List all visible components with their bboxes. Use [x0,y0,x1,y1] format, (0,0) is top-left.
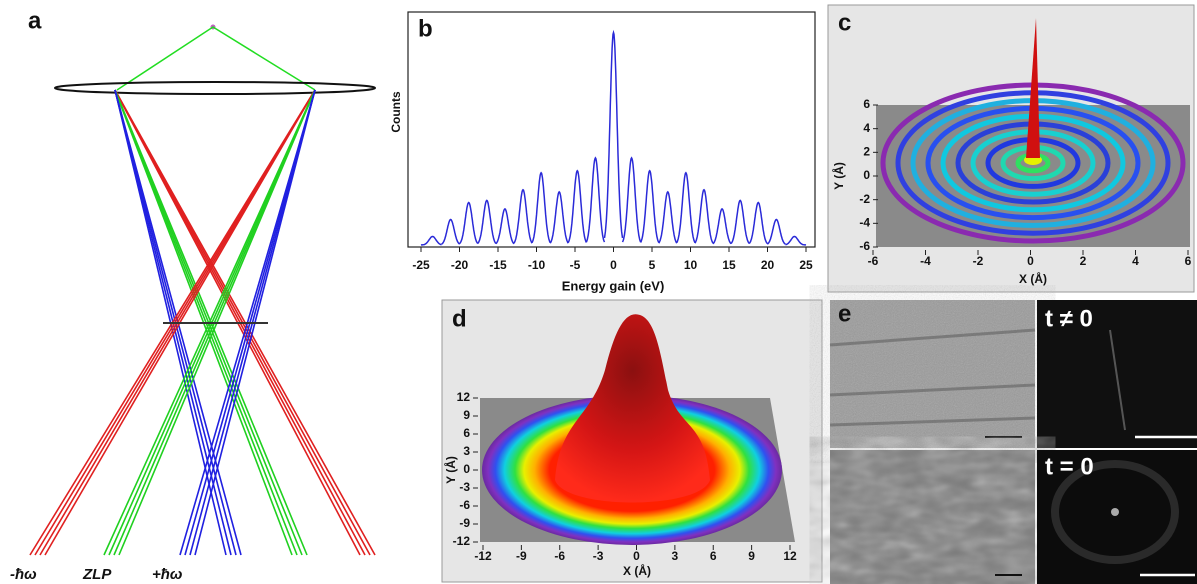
peak [785,235,807,246]
x-tick-label: 2 [1080,254,1087,268]
y-tick-label: 12 [457,390,471,404]
peak [694,188,714,244]
y-tick-label: -2 [859,192,870,206]
panel-a: a -ħω ZLP +ħω [10,7,376,583]
tube-walls [829,328,1036,427]
y-tick-label: 6 [863,97,870,111]
panel-d: d Y (Å) X (Å) -12 -9 -6 -3 0 3 6 9 12 -12 -9 -6 -3 0 3… [441,299,823,583]
incident-beam [116,26,316,91]
peak [531,171,551,243]
image-label: t = 0 [1045,453,1094,480]
x-tick-label: 4 [1132,254,1139,268]
panel-label: d [452,305,467,332]
y-tick-label: -6 [859,239,870,253]
panel-label: a [28,7,42,34]
x-tick-label: 15 [722,258,736,272]
x-axis-label: X (Å) [623,563,651,578]
peak [712,207,732,245]
y-tick-label: -4 [859,216,870,230]
x-tick-label: -5 [570,258,581,272]
x-tick-label: 25 [799,258,813,272]
y-tick-label: -3 [459,480,470,494]
peak [766,218,786,245]
panel-label: b [418,15,433,42]
peak [513,188,533,244]
x-tick-label: 10 [684,258,698,272]
fft-center [1111,508,1119,516]
y-tick-label: 0 [463,462,470,476]
peak [603,29,624,239]
peak [477,199,497,244]
x-tick-label: 12 [783,549,797,563]
y-tick-label: 6 [463,426,470,440]
x-tick-label: 0 [610,258,617,272]
x-tick-label: -9 [516,549,527,563]
panel-e: t ≠ 0 t = 0 e [829,300,1197,584]
x-tick-label: -4 [920,254,931,268]
filtered-texture [830,450,1035,584]
peak [549,190,569,244]
peak [495,207,515,245]
x-tick-label: 3 [672,549,679,563]
y-axis-label: Y (Å) [831,162,846,190]
x-tick-label: -6 [868,254,879,268]
peak [676,171,696,243]
x-tick-label: 9 [748,549,755,563]
x-tick-label: -12 [474,549,492,563]
x-tick-label: -2 [973,254,984,268]
image-label: t ≠ 0 [1045,305,1093,332]
peak [459,201,479,245]
x-axis-label: Energy gain (eV) [562,278,665,293]
beam-label: ZLP [82,566,112,583]
y-axis-label: Counts [389,91,403,133]
y-tick-label: 4 [863,121,870,135]
x-tick-label: -20 [451,258,469,272]
peak [585,156,606,243]
y-tick-label: 2 [863,145,870,159]
tem-noise [830,300,1035,448]
y-tick-label: -9 [459,516,470,530]
peak [658,190,678,244]
x-tick-label: -15 [489,258,507,272]
y-axis-label: Y (Å) [443,456,458,484]
x-tick-label: -10 [528,258,546,272]
x-tick-label: -6 [554,549,565,563]
x-tick-label: -3 [593,549,604,563]
x-tick-label: -25 [412,258,430,272]
panel-label: c [838,9,851,36]
x-tick-label: 20 [761,258,775,272]
x-tick-label: 0 [633,549,640,563]
x-axis-label: X (Å) [1019,271,1047,286]
peak [420,235,442,246]
peak [730,199,750,244]
y-tick-label: -6 [459,498,470,512]
peak [621,156,642,243]
x-tick-label: 0 [1027,254,1034,268]
panel-label: e [838,300,851,327]
y-tick-label: 0 [863,168,870,182]
peak [567,169,588,243]
y-tick-label: 3 [463,444,470,458]
peak [748,201,768,245]
x-tick-label: 6 [1185,254,1192,268]
y-tick-label: 9 [463,408,470,422]
fft-streak [1109,329,1126,431]
panel-b: b Counts Energy gain (eV) -25 -20 -15 -10 -5… [389,11,816,293]
beam-label: +ħω [152,566,183,583]
panel-c: c Y (Å) X (Å) -6 -4 -2 0 2 4 6 -6 -4 -2 0 2 4 6 [827,4,1195,293]
spike [1026,18,1040,158]
x-tick-label: 5 [649,258,656,272]
dome [555,314,710,503]
fft-ring [1051,460,1179,564]
peak [441,218,461,245]
lens [54,81,376,95]
beam-label: -ħω [10,566,37,583]
y-tick-label: -12 [453,534,471,548]
peak [639,169,660,243]
x-tick-label: 6 [710,549,717,563]
